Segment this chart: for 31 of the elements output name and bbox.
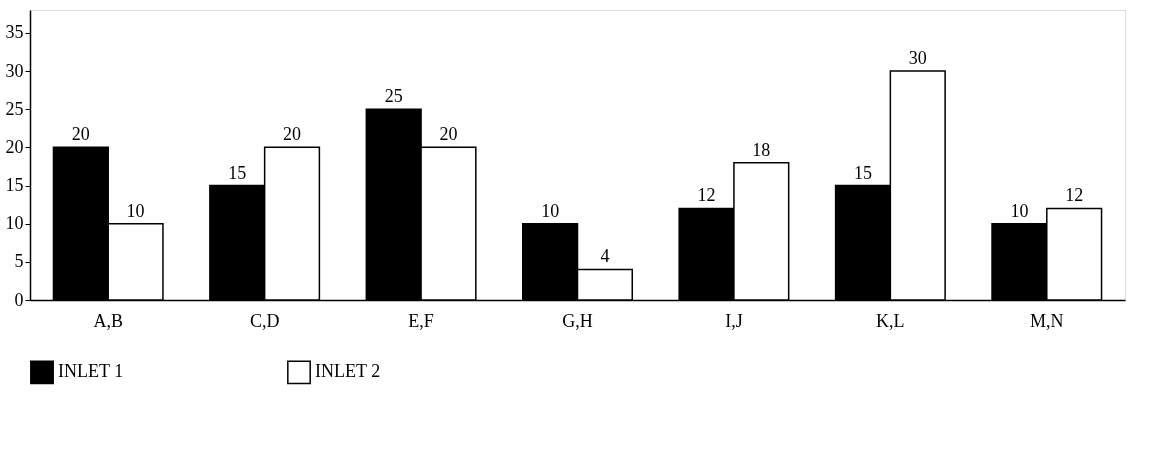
data-label: 30 — [908, 48, 927, 69]
y-tick-label: 35 — [5, 22, 24, 43]
data-label: 10 — [1010, 200, 1029, 221]
x-tick-label: C,D — [249, 310, 280, 331]
y-tick-label: 0 — [14, 289, 24, 310]
legend-label: INLET 2 — [315, 361, 381, 382]
y-tick-label: 15 — [5, 175, 24, 196]
data-label: 15 — [228, 162, 247, 183]
y-tick-label: 5 — [14, 251, 24, 272]
data-label: 20 — [71, 124, 90, 145]
x-tick-label: E,F — [408, 310, 434, 331]
data-label: 12 — [1065, 185, 1084, 206]
data-label: 20 — [283, 124, 302, 145]
data-label: 25 — [384, 86, 403, 107]
y-tick-label: 25 — [5, 98, 24, 119]
data-label: 10 — [126, 200, 145, 221]
y-tick-label: 20 — [5, 136, 24, 157]
y-tick-label: 30 — [5, 60, 24, 81]
data-label: 4 — [600, 246, 610, 267]
data-label: 15 — [853, 162, 872, 183]
legend-label: INLET 1 — [58, 361, 124, 382]
data-label: 10 — [541, 200, 560, 221]
x-tick-label: A,B — [93, 310, 123, 331]
data-label: 12 — [697, 185, 716, 206]
data-label: 18 — [752, 139, 771, 160]
x-tick-label: G,H — [562, 310, 593, 331]
x-tick-label: I,J — [725, 310, 743, 331]
x-tick-label: K,L — [876, 310, 905, 331]
x-tick-label: M,N — [1030, 310, 1064, 331]
y-tick-label: 10 — [5, 213, 24, 234]
data-label: 20 — [439, 124, 458, 145]
